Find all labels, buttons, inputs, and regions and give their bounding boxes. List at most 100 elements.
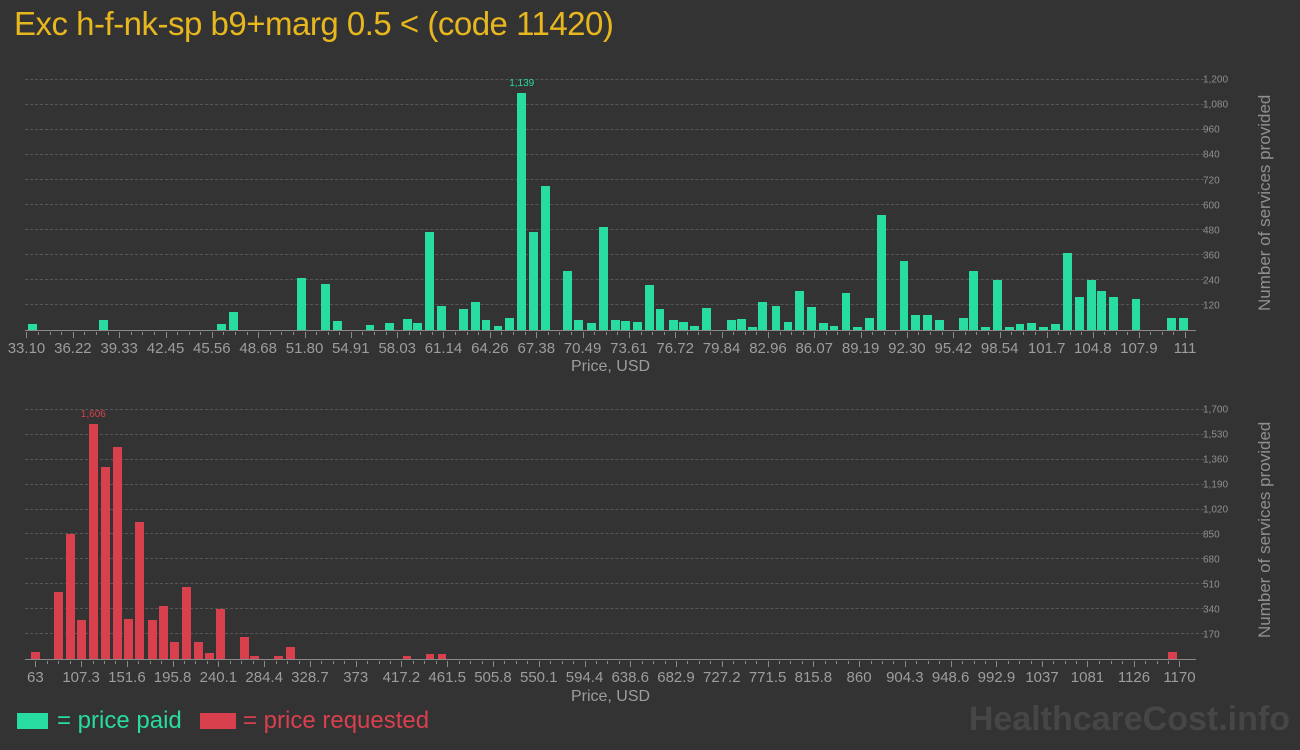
bar [100,467,110,659]
x-minor-tick [435,661,437,664]
x-minor-tick [641,661,643,664]
x-tick [1133,661,1135,667]
bar [505,318,515,330]
bar [249,656,259,659]
x-minor-tick [458,661,460,664]
x-tick [172,661,174,667]
bar [158,606,168,659]
x-minor-tick [1161,332,1163,335]
x-minor-tick [229,661,231,664]
bar [541,186,550,330]
x-minor-tick [984,661,986,664]
x-tick [906,332,908,338]
bar [1179,317,1188,330]
x-minor-tick [1104,332,1106,335]
x-minor-tick [234,332,236,335]
bar [1167,317,1176,330]
x-minor-tick [504,661,506,664]
x-minor-tick [38,332,40,335]
x-minor-tick [92,661,94,664]
x-tick [814,332,816,338]
bar [935,320,944,330]
x-minor-tick [1034,332,1036,335]
x-minor-tick [252,661,254,664]
x-minor-tick [339,332,341,335]
x-minor-tick [1011,332,1013,335]
x-minor-tick [1058,332,1060,335]
y-tick-label: 1,200 [1203,74,1229,86]
bar [529,232,538,330]
bar [402,656,412,659]
bar [573,320,583,330]
x-minor-tick [930,332,932,335]
gridline [25,79,1204,81]
bar [1097,291,1107,330]
y-axis-title: Number of services provided [1255,94,1274,312]
x-tick [304,332,306,338]
bar [459,309,469,330]
bar [181,587,191,659]
x-minor-tick [515,661,517,664]
bar [795,291,805,330]
x-minor-tick [107,332,109,335]
bar [170,642,180,659]
x-minor-tick [188,332,190,335]
gridline [25,583,1204,585]
x-minor-tick [698,661,700,664]
bar [599,226,608,330]
y-tick-label: 600 [1203,200,1220,212]
x-tick-label: 111 [1173,340,1197,357]
x-minor-tick [652,332,654,335]
bar [204,653,214,659]
x-tick [538,661,540,667]
gridline [25,179,1204,181]
bar [669,320,678,330]
x-minor-tick [941,332,943,335]
bar [216,323,226,330]
bar [689,326,699,330]
x-minor-tick [362,332,364,335]
y-axis-title: Number of services provided [1255,421,1274,639]
x-tick [584,661,586,667]
x-minor-tick [883,332,885,335]
x-minor-tick [1122,661,1124,664]
y-tick-label: 720 [1203,175,1220,187]
x-tick-label: 64.26 [471,340,509,357]
x-axis: 33.10 36.22 39.33 42.45 45.56 48.68 51.80 54.91… [8,332,1197,372]
x-minor-tick [559,332,561,335]
bar [1015,323,1025,330]
x-minor-tick [791,332,793,335]
gridline [25,508,1204,510]
bar [1005,327,1014,330]
bar [215,609,225,659]
price-requested-chart: 1,606 63 107.3 151.6 195.8 240.1 284.4 328.7 37… [0,400,1300,720]
x-tick [1046,332,1048,338]
x-minor-tick [1156,661,1158,664]
x-tick [309,661,311,667]
bar [701,307,711,330]
x-tick [350,332,352,338]
bar [471,301,480,330]
bar [645,285,654,330]
bar [28,323,37,330]
x-minor-tick [1007,661,1009,664]
x-tick-label: 92.30 [888,340,926,357]
x-tick-label: 904.3 [886,669,924,686]
x-tick-label: 95.42 [934,340,973,357]
x-minor-tick [605,332,607,335]
x-tick-label: 284.4 [245,669,283,686]
x-minor-tick [1069,332,1071,335]
gridline [25,254,1204,256]
page-title: Exc h-f-nk-sp b9+marg 0.5 < (code 11420) [14,5,614,42]
x-tick-label: 195.8 [153,669,192,686]
x-minor-tick [1076,661,1078,664]
x-minor-tick [744,332,746,335]
x-minor-tick [292,332,294,335]
x-axis-title: Price, USD [570,688,651,705]
bar [365,325,375,330]
x-tick [950,661,952,667]
gridline [25,533,1204,535]
x-tick-label: 70.49 [563,340,602,357]
x-minor-tick [223,332,225,335]
